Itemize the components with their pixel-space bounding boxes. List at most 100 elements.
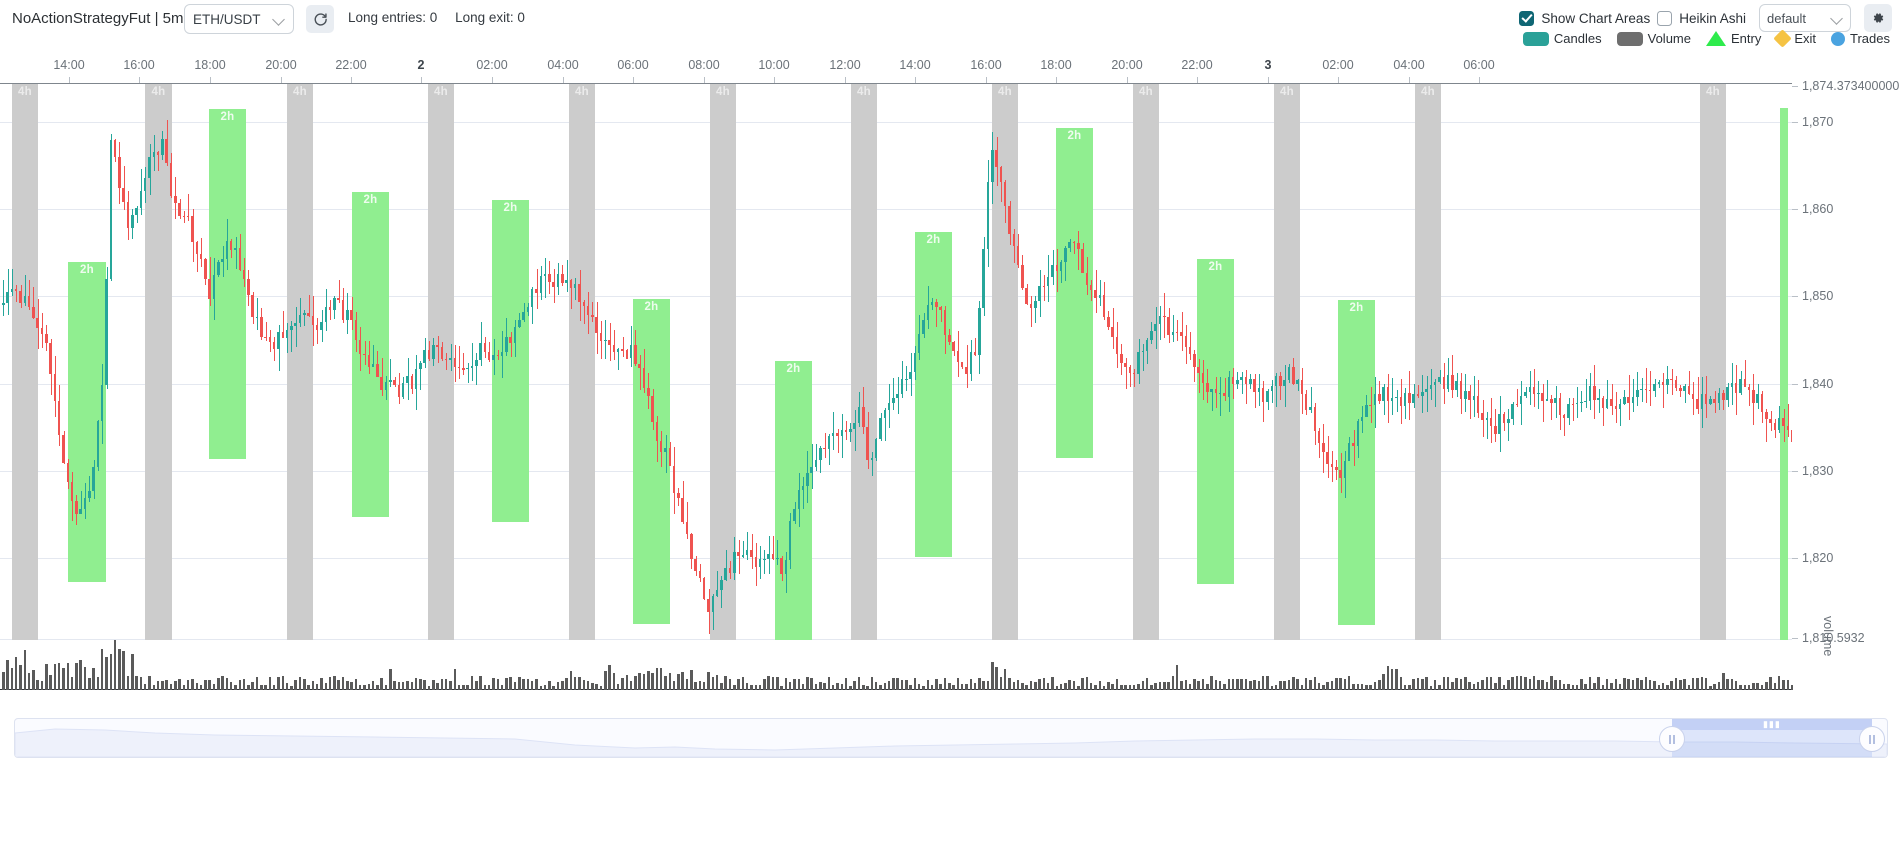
candle-body [733, 552, 736, 574]
candle-body [741, 555, 745, 557]
candle-body [1558, 398, 1562, 416]
candle-wick [1688, 370, 1690, 395]
volume-bar [1223, 684, 1226, 690]
volume-bar [1055, 685, 1059, 690]
candle-body [1438, 377, 1441, 382]
volume-bar [1003, 668, 1007, 690]
candle-wick [1000, 166, 1002, 203]
candle-body [638, 363, 641, 368]
candle-wick [510, 331, 512, 357]
candle-body [874, 438, 878, 458]
candle-body [965, 367, 968, 375]
candle-body [1455, 381, 1458, 391]
volume-bar [328, 676, 332, 690]
volume-bar [1455, 678, 1458, 690]
volume-bar [1283, 680, 1286, 690]
x-axis-tick [351, 77, 352, 84]
candle-body [1640, 388, 1643, 390]
legend-item-candles[interactable]: Candles [1522, 31, 1602, 46]
legend-item-trades[interactable]: Trades [1831, 31, 1890, 46]
volume-bar [1081, 677, 1084, 690]
candle-body [1201, 372, 1205, 384]
volume-bar [526, 679, 530, 690]
volume-bar [1197, 680, 1200, 690]
candle-wick [1577, 386, 1579, 419]
volume-bar [1240, 678, 1243, 690]
volume-bar [582, 679, 586, 690]
x-axis-tick [986, 77, 987, 84]
candle-body [634, 344, 637, 364]
candle-body [1021, 265, 1024, 288]
volume-bar [1064, 683, 1067, 690]
chart-area-2h: 2h [1056, 128, 1093, 458]
candle-wick [738, 539, 740, 574]
candle-wick [884, 408, 886, 441]
legend-item-entry[interactable]: Entry [1706, 31, 1761, 46]
candle-body [229, 240, 233, 250]
candle-body [1059, 262, 1063, 272]
candle-body [1416, 393, 1420, 397]
candle-body [827, 436, 831, 450]
volume-bar [1550, 676, 1553, 690]
candle-wick [1495, 408, 1497, 442]
candle-body [496, 355, 500, 357]
candle-body [629, 344, 633, 359]
range-slider-drag-bar[interactable]: ▮▮▮ [1671, 719, 1873, 730]
volume-bar [1674, 677, 1678, 690]
heikin-ashi-checkbox[interactable] [1657, 10, 1673, 26]
volume-bar [260, 685, 263, 690]
volume-bar [578, 676, 581, 690]
chart-area-4h: 4h [428, 84, 454, 640]
candle-body [238, 247, 242, 271]
candle-body [1188, 347, 1192, 354]
range-slider-selection[interactable] [1671, 719, 1873, 757]
candle-wick [89, 475, 91, 502]
candle-wick [16, 285, 18, 302]
candle-body [711, 595, 715, 613]
candle-wick [575, 277, 577, 300]
candle-body [40, 327, 44, 335]
volume-bar [389, 668, 392, 690]
price-plot[interactable]: 4h 4h 4h 4h 4h 4h 4h 4h 4h 4h 4h 4h 2h 2h 2h 2h 2h 2h 2h 2h… [0, 84, 1792, 640]
candle-body [1304, 393, 1308, 410]
volume-bar [612, 673, 616, 690]
candle-wick [1190, 332, 1192, 360]
candle-wick [592, 301, 594, 323]
pause-grip-icon [1869, 734, 1872, 744]
range-slider-handle-left[interactable] [1658, 726, 1685, 752]
settings-button[interactable] [1864, 4, 1892, 32]
volume-bar [19, 664, 22, 690]
volume-bar [148, 676, 151, 690]
plot-config-select[interactable]: default [1759, 4, 1851, 32]
range-slider[interactable]: ▮▮▮ [14, 718, 1888, 758]
candle-body [518, 320, 521, 327]
volume-bar [892, 678, 895, 690]
candle-body [866, 427, 869, 460]
volume-bar [681, 672, 684, 690]
candle-body [1614, 406, 1618, 409]
candle-body [6, 291, 9, 303]
x-axis-tick-label: 20:00 [265, 58, 297, 72]
show-chart-areas-checkbox[interactable] [1519, 10, 1535, 26]
volume-bar [354, 679, 358, 690]
volume-plot[interactable] [0, 640, 1794, 690]
volume-bar [969, 679, 973, 690]
x-axis-tick-label: 10:00 [758, 58, 790, 72]
candle-body [1042, 286, 1046, 288]
chart-container[interactable]: 14:00 16:00 18:00 20:00 22:00 2 02:00 04:00 06:0… [0, 56, 1902, 859]
pair-select[interactable]: ETH/USDT [184, 4, 294, 34]
refresh-button[interactable] [306, 5, 334, 33]
candle-body [986, 181, 990, 249]
candle-wick [1220, 377, 1222, 416]
legend-item-volume[interactable]: Volume [1616, 31, 1691, 46]
volume-bar [1132, 684, 1136, 690]
range-slider-handle-right[interactable] [1859, 726, 1886, 752]
y-axis-tick [1792, 383, 1798, 385]
candle-body [1326, 451, 1329, 464]
candle-body [1403, 393, 1407, 407]
volume-bar [1773, 682, 1777, 690]
legend-item-exit[interactable]: Exit [1773, 29, 1816, 48]
candle-body [1180, 332, 1183, 336]
candle-wick [717, 571, 719, 598]
candle-body [346, 309, 349, 320]
